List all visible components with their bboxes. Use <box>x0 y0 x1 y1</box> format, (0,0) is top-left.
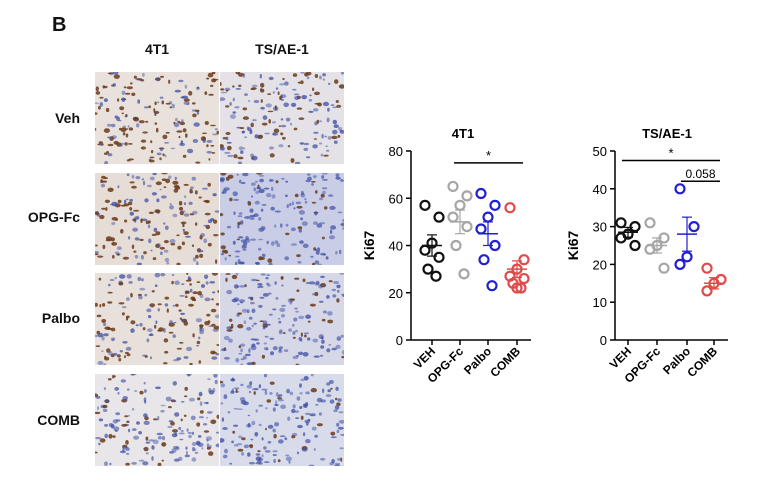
micrograph-veh-4t1 <box>95 72 219 164</box>
y-axis-label: Ki67 <box>565 231 581 261</box>
column-header-tsae1: TS/AE-1 <box>255 41 309 57</box>
y-tick-label: 40 <box>389 239 403 254</box>
data-point <box>515 282 527 294</box>
y-tick-label: 40 <box>593 182 607 197</box>
significance-star: * <box>486 148 491 163</box>
data-point <box>681 251 693 263</box>
data-point <box>658 262 670 274</box>
micrograph-comb-4t1 <box>95 374 219 466</box>
x-tick-label: COMB <box>684 344 720 380</box>
data-point <box>433 211 445 223</box>
data-point <box>615 217 627 229</box>
column-header-4t1: 4T1 <box>144 41 170 57</box>
row-label-opgfc: OPG-Fc <box>27 209 80 225</box>
data-point <box>644 217 656 229</box>
data-point <box>419 244 431 256</box>
data-point <box>461 190 473 202</box>
row-label-palbo: Palbo <box>41 310 80 326</box>
data-point <box>419 199 431 211</box>
data-point <box>433 251 445 263</box>
data-point <box>629 221 641 233</box>
y-axis-label: Ki67 <box>361 231 377 261</box>
row-label-veh: Veh <box>55 110 80 126</box>
micrograph-veh-tsae1 <box>220 72 344 164</box>
y-tick-label: 50 <box>593 144 607 159</box>
data-point <box>475 223 487 235</box>
data-point <box>478 254 490 266</box>
data-point <box>701 262 713 274</box>
data-point <box>674 183 686 195</box>
micrograph-palbo-4t1 <box>95 273 219 365</box>
data-point <box>674 258 686 270</box>
data-point <box>450 239 462 252</box>
data-point <box>518 272 530 285</box>
y-tick-label: 0 <box>396 333 403 348</box>
micrograph-opgfc-tsae1 <box>220 173 344 265</box>
data-point <box>518 254 530 266</box>
data-point <box>454 199 466 211</box>
data-point <box>615 232 627 244</box>
y-tick-label: 80 <box>389 144 403 159</box>
y-tick-label: 20 <box>389 286 403 301</box>
data-point <box>458 268 470 280</box>
panel-letter: B <box>52 14 67 36</box>
p-value-label: 0.058 <box>685 167 715 181</box>
y-tick-label: 30 <box>593 220 607 235</box>
x-tick-label: COMB <box>487 344 523 380</box>
data-point <box>430 270 442 282</box>
micrograph-opgfc-4t1 <box>95 173 219 265</box>
data-point <box>447 211 459 223</box>
data-point <box>489 199 501 211</box>
micrograph-comb-tsae1 <box>220 374 344 466</box>
row-label-comb: COMB <box>37 412 80 428</box>
data-point <box>447 180 459 193</box>
data-point <box>475 187 487 200</box>
data-point <box>511 282 523 294</box>
y-tick-label: 20 <box>593 257 607 272</box>
data-point <box>688 221 700 233</box>
data-point <box>504 202 516 214</box>
data-point <box>482 211 494 223</box>
chart-title: TS/AE-1 <box>642 126 692 141</box>
significance-star: * <box>668 145 673 160</box>
data-point <box>629 239 641 252</box>
data-point <box>701 285 713 297</box>
y-tick-label: 0 <box>600 333 607 348</box>
data-point <box>461 221 473 233</box>
data-point <box>486 280 498 292</box>
chart-title: 4T1 <box>452 126 474 141</box>
y-tick-label: 60 <box>389 191 403 206</box>
data-point <box>422 263 434 275</box>
y-tick-label: 10 <box>593 295 607 310</box>
micrograph-palbo-tsae1 <box>220 273 344 365</box>
